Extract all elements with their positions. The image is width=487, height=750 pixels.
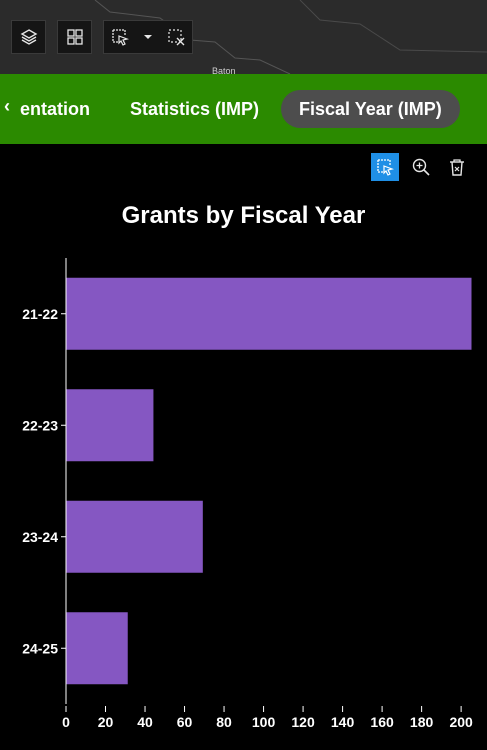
selection-toolbar[interactable] (103, 20, 193, 54)
layers-icon (20, 29, 37, 45)
chart-title: Grants by Fiscal Year (121, 202, 366, 229)
zoom-in-icon (412, 158, 430, 176)
x-tick-label: 200 (449, 714, 473, 730)
tab-statistics[interactable]: Statistics (IMP) (130, 99, 260, 119)
x-tick-label: 160 (370, 714, 394, 730)
chart-delete-button[interactable] (443, 153, 471, 181)
x-tick-label: 140 (331, 714, 355, 730)
y-tick-label: 22-23 (22, 417, 58, 433)
bar[interactable] (66, 500, 203, 573)
x-tick-label: 60 (177, 714, 193, 730)
grid-button[interactable] (57, 20, 92, 54)
x-tick-label: 180 (410, 714, 434, 730)
bar[interactable] (66, 277, 472, 350)
chevron-down-icon[interactable] (143, 32, 153, 42)
x-tick-label: 0 (62, 714, 70, 730)
x-tick-label: 80 (216, 714, 232, 730)
chart-selection-button[interactable] (371, 153, 399, 181)
tab-scroll-left-button[interactable]: ‹ (4, 96, 10, 116)
bar[interactable] (66, 612, 128, 685)
tab-presentation[interactable]: entation (20, 99, 90, 119)
bar[interactable] (66, 389, 154, 462)
chart-toolbar (371, 153, 471, 181)
x-tick-label: 120 (291, 714, 315, 730)
y-tick-label: 24-25 (22, 640, 58, 656)
tab-bar: ‹ entation Statistics (IMP) Fiscal Year … (0, 74, 487, 144)
x-tick-label: 40 (137, 714, 153, 730)
x-tick-label: 20 (98, 714, 114, 730)
y-tick-label: 21-22 (22, 306, 58, 322)
selection-icon (377, 159, 395, 176)
tab-fiscal-year[interactable]: Fiscal Year (IMP) (281, 90, 460, 128)
chart-zoom-button[interactable] (407, 153, 435, 181)
map-place-label: Baton (212, 66, 236, 74)
y-tick-label: 23-24 (22, 529, 58, 545)
layers-button[interactable] (11, 20, 46, 54)
map-boundaries (94, 0, 487, 74)
select-cursor-icon[interactable] (110, 27, 130, 47)
grid-icon (66, 29, 83, 45)
delete-icon (450, 159, 464, 176)
x-tick-label: 100 (252, 714, 276, 730)
clear-selection-icon[interactable] (166, 27, 186, 47)
